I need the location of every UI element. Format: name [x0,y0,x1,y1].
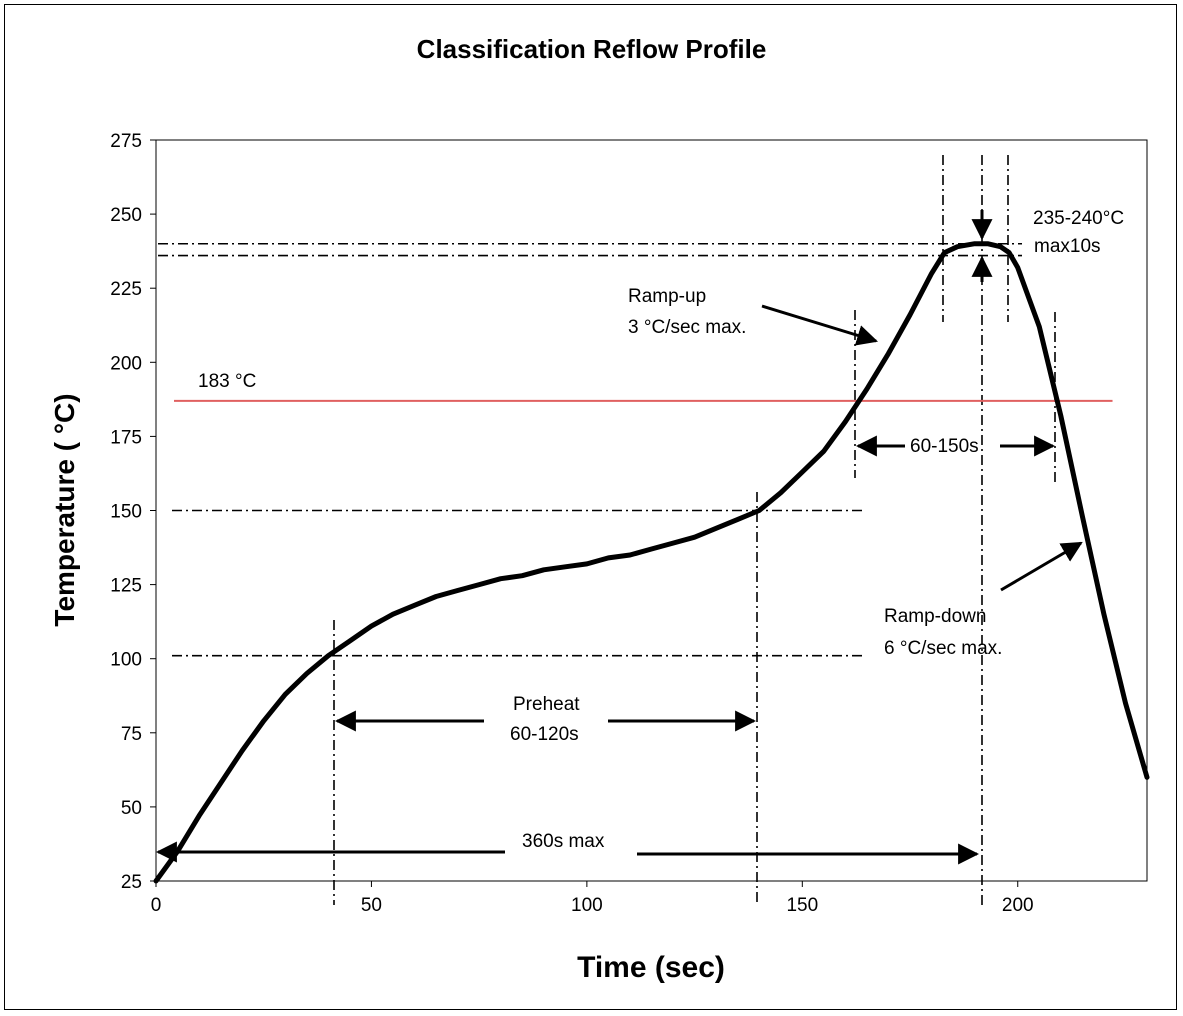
reference-line-label: 183 °C [198,371,256,392]
time-above-label: 60-150s [910,436,979,457]
y-tick-label: 125 [110,576,142,597]
x-tick-label: 150 [786,895,818,916]
ramp-down-arrow [1000,541,1083,592]
preheat-label-1: Preheat [513,694,580,715]
x-tick-label: 0 [151,895,162,916]
ramp-up-label-2: 3 °C/sec max. [628,317,746,338]
peak-label-2: max10s [1034,236,1101,257]
chart-title: Classification Reflow Profile [416,34,767,64]
y-tick-label: 100 [110,650,142,671]
y-tick-label: 75 [121,724,142,745]
ramp-up-arrow [761,304,879,346]
x-axis: 0 50 100 150 200 [151,881,1034,916]
total-time-label: 360s max [522,831,605,852]
y-axis-label: Temperature ( °C) [49,393,80,626]
temperature-profile-line [153,241,1150,884]
y-tick-label: 50 [121,798,142,819]
y-tick-label: 175 [110,427,142,448]
x-tick-label: 200 [1002,895,1034,916]
y-tick-label: 200 [110,353,142,374]
x-axis-label: Time (sec) [577,951,725,984]
peak-label-1: 235-240°C [1033,208,1124,229]
x-tick-label: 100 [571,895,603,916]
ramp-down-label-2: 6 °C/sec max. [884,638,1002,659]
annotation-arrows [155,210,1083,865]
y-tick-label: 225 [110,279,142,300]
y-tick-label: 275 [110,131,142,152]
y-tick-label: 150 [110,502,142,523]
preheat-label-2: 60-120s [510,724,579,745]
y-tick-label: 250 [110,205,142,226]
y-axis: 25 50 75 100 125 150 175 200 225 250 275 [110,131,156,893]
guide-lines [158,155,1056,905]
plot-area [155,139,1148,882]
y-tick-label: 25 [121,872,142,893]
x-tick-label: 50 [361,895,382,916]
figure-frame [4,4,1177,1010]
ramp-up-label-1: Ramp-up [628,286,706,307]
ramp-down-label-1: Ramp-down [884,606,986,627]
